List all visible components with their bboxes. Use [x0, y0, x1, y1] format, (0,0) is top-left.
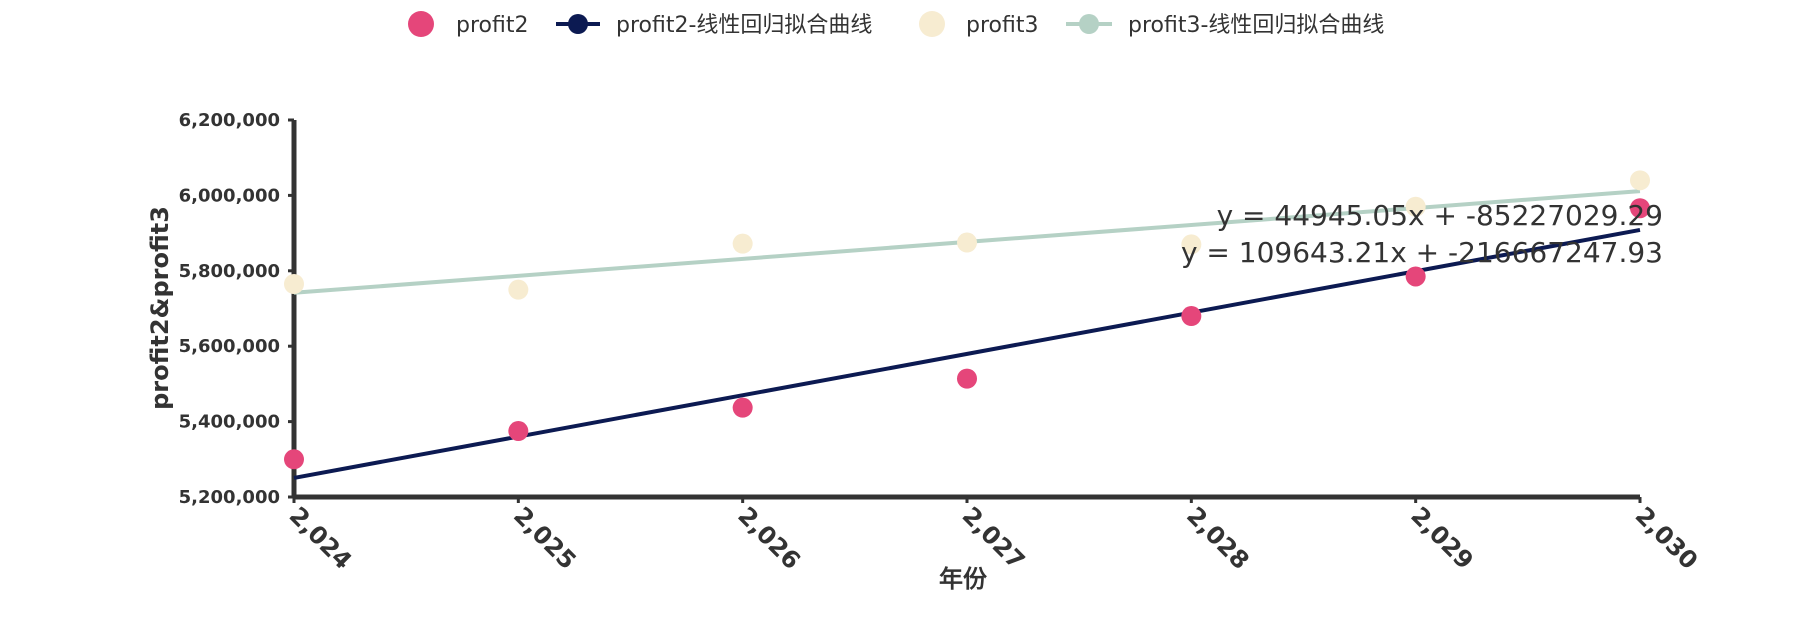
legend-marker-profit2	[408, 11, 434, 37]
x-tick-label: 2,029	[1405, 501, 1478, 574]
y-tick-label: 5,400,000	[179, 412, 280, 433]
y-tick-label: 6,000,000	[179, 185, 280, 206]
x-tick-label: 2,025	[508, 501, 581, 574]
point-profit3[interactable]	[508, 279, 529, 300]
legend: profit2 profit2-线性回归拟合曲线 profit3 profit3…	[408, 11, 1384, 38]
legend-item-profit2[interactable]: profit2	[408, 11, 528, 38]
legend-marker-profit3-fit	[1079, 14, 1099, 34]
point-profit3[interactable]	[1181, 234, 1202, 255]
point-profit2[interactable]	[1181, 306, 1202, 327]
point-profit3[interactable]	[957, 232, 977, 253]
legend-label-profit3-fit: profit3-线性回归拟合曲线	[1128, 13, 1384, 38]
point-profit3[interactable]	[1630, 170, 1650, 191]
equation-profit3-fit: y = 44945.05x + -85227029.29	[1217, 199, 1663, 232]
x-axis-title: 年份	[939, 565, 988, 593]
y-tick-label: 6,200,000	[179, 110, 280, 131]
x-tick-label: 2,024	[284, 501, 357, 574]
point-profit2[interactable]	[732, 397, 753, 418]
point-profit2[interactable]	[508, 421, 529, 442]
legend-item-profit3-fit[interactable]: profit3-线性回归拟合曲线	[1066, 13, 1384, 38]
legend-label-profit2-fit: profit2-线性回归拟合曲线	[616, 13, 872, 38]
legend-item-profit2-fit[interactable]: profit2-线性回归拟合曲线	[556, 13, 872, 38]
legend-marker-profit2-fit	[568, 14, 588, 34]
point-profit3[interactable]	[284, 273, 304, 294]
y-tick-label: 5,600,000	[179, 336, 280, 357]
point-profit2[interactable]	[1630, 198, 1650, 219]
x-tick-label: 2,026	[732, 501, 805, 574]
point-profit2[interactable]	[284, 449, 304, 470]
point-profit3[interactable]	[732, 233, 753, 254]
y-tick-label: 5,800,000	[179, 261, 280, 282]
x-tick-label: 2,027	[957, 501, 1030, 574]
legend-label-profit2: profit2	[456, 13, 528, 38]
legend-label-profit3: profit3	[966, 13, 1038, 38]
x-tick-label: 2,030	[1630, 501, 1703, 574]
point-profit2[interactable]	[1405, 266, 1426, 287]
legend-item-profit3[interactable]: profit3	[919, 11, 1038, 38]
x-tick-label: 2,028	[1181, 501, 1254, 574]
plot-area: 5,200,000 5,400,000 5,600,000 5,800,000 6,00…	[179, 110, 1704, 575]
equation-profit2-fit: y = 109643.21x + -216667247.93	[1181, 236, 1663, 269]
point-profit3[interactable]	[1405, 196, 1426, 217]
legend-marker-profit3	[919, 11, 945, 37]
point-profit2[interactable]	[957, 368, 977, 389]
y-tick-label: 5,200,000	[179, 487, 280, 508]
y-axis-title: profit2&profit3	[146, 206, 174, 410]
